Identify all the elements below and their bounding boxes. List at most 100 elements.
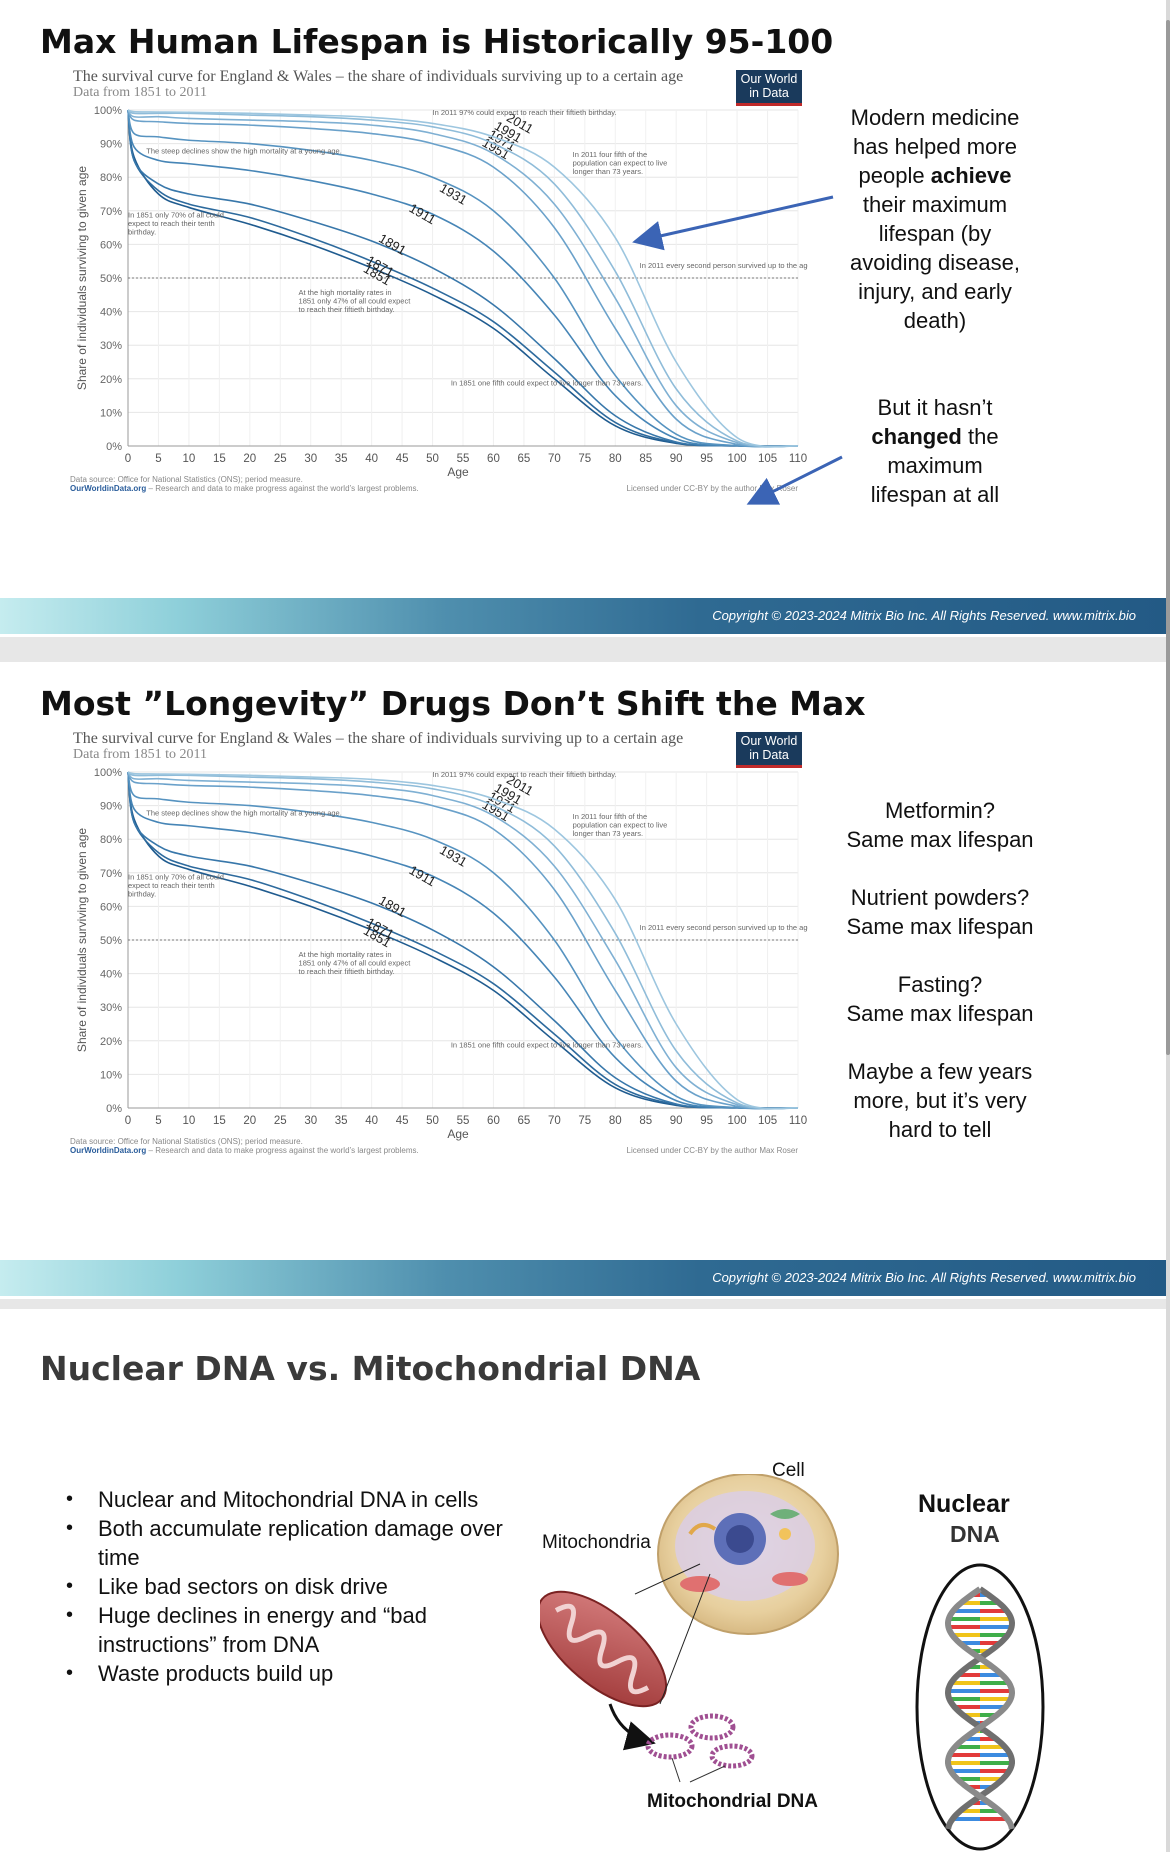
chart-annotation-line: population can expect to live — [573, 159, 668, 168]
chart-annotation-line: In 1851 only 70% of all could — [128, 873, 224, 882]
x-tick-label: 85 — [639, 1115, 652, 1127]
x-tick-label: 65 — [518, 1115, 531, 1127]
side-line: Same max lifespan — [846, 827, 1034, 852]
x-tick-label: 5 — [155, 453, 161, 465]
series-line-2011 — [127, 109, 799, 448]
x-tick-label: 75 — [578, 453, 591, 465]
bullet-list: Nuclear and Mitochondrial DNA in cells B… — [62, 1485, 532, 1688]
series-line-1891 — [127, 109, 799, 447]
x-tick-label: 70 — [548, 1115, 561, 1127]
zoom-line — [659, 1573, 711, 1705]
chart-subtitle: Data from 1851 to 2011 — [73, 85, 208, 100]
chart-subtitle: Data from 1851 to 2011 — [73, 747, 208, 762]
owid-link[interactable]: OurWorldinData.org — [70, 484, 146, 493]
side-line: changed the — [830, 422, 1040, 451]
chart-annotation: In 2011 four fifth of the population can … — [573, 150, 668, 176]
slide-1: Max Human Lifespan is Historically 95-10… — [0, 0, 1166, 637]
dna-backbone — [944, 1586, 1016, 1830]
y-tick-label: 90% — [100, 139, 122, 151]
y-axis-label: Share of individuals surviving to given … — [75, 166, 89, 390]
copyright-text: Copyright © 2023-2024 Mitrix Bio Inc. Al… — [712, 608, 1136, 623]
y-tick-label: 30% — [100, 1002, 122, 1014]
chart-annotation: In 2011 four fifth of the population can … — [573, 812, 668, 838]
chart-annotation-line: 1851 only 47% of all could expect — [299, 958, 412, 967]
x-tick-label: 20 — [243, 1115, 256, 1127]
chart-annotation: The steep declines show the high mortali… — [146, 809, 342, 818]
bullet-item: Both accumulate replication damage over … — [62, 1514, 532, 1572]
slide-title: Max Human Lifespan is Historically 95-10… — [40, 22, 834, 61]
owid-link[interactable]: OurWorldinData.org — [70, 1146, 146, 1155]
dna-helix — [944, 1586, 1016, 1830]
chart-annotation: In 1851 only 70% of all could expect to r… — [128, 873, 224, 899]
y-tick-label: 60% — [100, 239, 122, 251]
arrow-to-tail — [746, 455, 843, 505]
chart-footer-left: OurWorldinData.org – Research and data t… — [70, 1146, 419, 1155]
y-tick-label: 10% — [100, 407, 122, 419]
chart-annotation: In 2011 every second person survived up … — [640, 923, 808, 932]
x-tick-label: 100 — [727, 1115, 746, 1127]
chart-annotation-line: The steep declines show the high mortali… — [146, 147, 342, 156]
side-line: Metformin? — [884, 798, 996, 823]
series-line-2011 — [127, 771, 799, 1110]
series-line-1991 — [127, 109, 799, 448]
survival-chart-svg: 0% 10% 20% 30% 40% 50% 60% 70% 80% 90% 100% 0 5 10 15 2… — [70, 767, 808, 1155]
chart-annotation-line: At the high mortality rates in — [299, 288, 392, 297]
owid-logo: Our World in Data — [736, 70, 802, 106]
chart-annotation: In 2011 97% could expect to reach their … — [433, 770, 617, 779]
chart-annotation-line: In 2011 four fifth of the — [573, 150, 648, 159]
chart-annotation-line: In 1851 only 70% of all could — [128, 211, 224, 220]
pointer-line — [671, 1757, 681, 1783]
y-tick-label: 20% — [100, 1036, 122, 1048]
series-line-1871 — [127, 109, 799, 447]
footer-band: Copyright © 2023-2024 Mitrix Bio Inc. Al… — [0, 1260, 1166, 1296]
side-line-part: the — [961, 424, 999, 449]
side-line: Fasting? — [897, 972, 983, 997]
side-line-emphasis: changed — [871, 424, 962, 449]
x-tick-label: 0 — [125, 453, 131, 465]
chart-license: Licensed under CC-BY by the author Max R… — [627, 484, 799, 493]
x-tick-label: 20 — [243, 453, 256, 465]
chart-footer-tagline: – Research and data to make progress aga… — [146, 484, 418, 493]
chart-title: The survival curve for England & Wales –… — [73, 68, 684, 85]
series-line-1931 — [127, 109, 799, 448]
scrollbar-thumb[interactable] — [1166, 20, 1170, 1055]
series-label-1911: 1911 — [407, 862, 439, 889]
chart-annotation-line: The steep declines show the high mortali… — [146, 809, 342, 818]
x-tick-label: 90 — [670, 453, 683, 465]
side-line: lifespan at all — [870, 482, 1000, 507]
x-tick-label: 80 — [609, 453, 622, 465]
side-line: lifespan (by — [878, 221, 992, 246]
chart-annotation-line: In 2011 four fifth of the — [573, 812, 648, 821]
x-tick-label: 10 — [183, 1115, 196, 1127]
series-line-1851 — [127, 109, 799, 447]
y-tick-label: 90% — [100, 801, 122, 813]
chart-annotation-line: longer than 73 years. — [573, 167, 643, 176]
y-tick-label: 80% — [100, 172, 122, 184]
series-line-1871 — [127, 771, 799, 1109]
x-tick-label: 105 — [758, 453, 777, 465]
x-tick-label: 65 — [518, 453, 531, 465]
zoom-line — [634, 1563, 701, 1595]
side-line: maximum — [887, 453, 983, 478]
x-tick-label: 90 — [670, 1115, 683, 1127]
x-tick-label: 25 — [274, 453, 287, 465]
survival-chart-svg: 0% 10% 20% 30% 40% 50% 60% 70% 80% 90% 100% 0 5 10 15 2… — [70, 105, 808, 493]
chart-annotation-line: At the high mortality rates in — [299, 950, 392, 959]
y-tick-label: 40% — [100, 969, 122, 981]
slide-2: Most ”Longevity” Drugs Don’t Shift the M… — [0, 662, 1166, 1299]
side-line: Maybe a few years — [847, 1059, 1033, 1084]
mtdna-rings — [645, 1713, 755, 1769]
series-line-1991 — [127, 771, 799, 1110]
copyright-text: Copyright © 2023-2024 Mitrix Bio Inc. Al… — [712, 1270, 1136, 1285]
chart-footer-left: OurWorldinData.org – Research and data t… — [70, 484, 419, 493]
chart-annotation-line: In 2011 every second person survived up … — [640, 923, 808, 932]
chart-annotation-line: birthday. — [128, 890, 156, 899]
y-tick-label: 50% — [100, 935, 122, 947]
chart-annotation-line: expect to reach their tenth — [128, 881, 215, 890]
side-line: avoiding disease, — [849, 250, 1020, 275]
series-label-1911: 1911 — [407, 200, 439, 227]
x-tick-label: 85 — [639, 453, 652, 465]
x-tick-label: 35 — [335, 1115, 348, 1127]
y-tick-label: 10% — [100, 1069, 122, 1081]
y-tick-label: 80% — [100, 834, 122, 846]
